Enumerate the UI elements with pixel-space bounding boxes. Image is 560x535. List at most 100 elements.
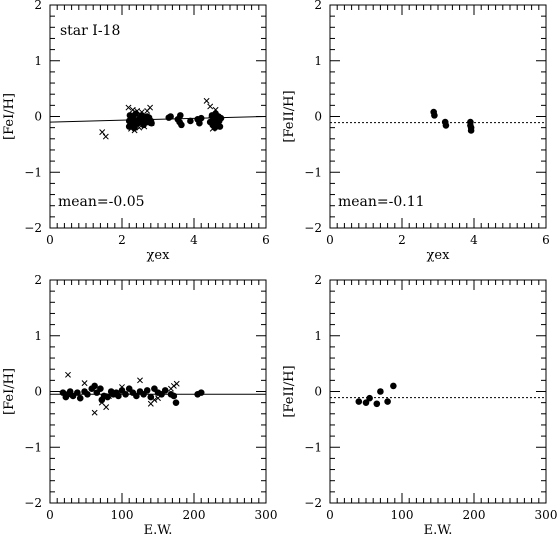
data-point-cross <box>103 404 110 411</box>
data-point-cross <box>209 125 216 132</box>
y-tick-label: −1 <box>24 440 42 454</box>
data-point-cross <box>137 377 143 384</box>
data-point-dot <box>196 119 203 127</box>
data-point-cross <box>148 120 155 127</box>
data-point-cross <box>131 127 138 134</box>
y-axis-label: [FeII/H] <box>282 90 297 142</box>
data-point-dot <box>178 121 185 129</box>
data-point-cross <box>98 399 105 406</box>
data-point-cross <box>147 104 154 111</box>
x-tick-label: 0 <box>46 508 54 522</box>
data-point-cross <box>128 125 134 132</box>
data-point-dot <box>442 122 450 129</box>
panel-feI-vs-chiex: 0 2 4 6 −2 −1 0 1 2 χex [FeI/H] star I-18 mean=-0.05 <box>2 0 270 263</box>
data-point-cross <box>138 109 145 115</box>
data-point-dot <box>132 110 139 118</box>
data-point-dot <box>76 394 84 402</box>
x-axis-label: E.W. <box>144 523 173 535</box>
mean-label: mean=-0.05 <box>58 194 145 210</box>
data-point-dot <box>91 382 98 390</box>
y-axis-label: [FeI/H] <box>2 93 17 140</box>
x-tick-label: 300 <box>255 508 278 522</box>
y-tick-label: −1 <box>304 165 322 179</box>
panel-feII-vs-chiex: 0 2 4 6 −2 −1 0 1 2 χex [FeII/H] mean=-0.11 <box>282 0 550 263</box>
y-tick-label: 2 <box>314 273 322 287</box>
data-point-cross <box>106 393 112 399</box>
data-point-dot <box>216 123 224 130</box>
mean-line <box>49 116 267 123</box>
data-point-cross <box>134 107 141 114</box>
y-tick-label: −2 <box>304 496 322 510</box>
y-tick-label: −1 <box>304 440 322 454</box>
x-axis-label: χex <box>147 248 171 263</box>
x-tick-label: 0 <box>326 508 334 522</box>
data-point-dot <box>133 392 140 400</box>
panel-feII-vs-ew: 0 100 200 300 −2 −1 0 1 2 E.W. [FeII/H] <box>282 273 557 535</box>
data-point-dot <box>74 389 81 396</box>
x-tick-label: 6 <box>542 233 550 247</box>
data-point-dot <box>143 387 151 394</box>
data-point-dot <box>167 113 174 120</box>
x-tick-label: 100 <box>111 508 134 522</box>
data-point-cross <box>212 106 219 113</box>
x-tick-label: 0 <box>46 233 54 247</box>
data-point-cross <box>81 380 88 387</box>
star-label: star I-18 <box>60 23 120 39</box>
x-axis-label: E.W. <box>424 523 453 535</box>
data-point-cross <box>214 121 221 128</box>
data-point-dot <box>373 400 381 408</box>
y-axis-label: [FeII/H] <box>282 365 297 417</box>
data-point-dot <box>115 392 122 400</box>
data-point-dot <box>384 398 391 405</box>
data-point-dot <box>366 394 373 402</box>
data-point-dot <box>187 117 194 125</box>
y-tick-label: −2 <box>24 496 42 510</box>
x-tick-label: 0 <box>326 233 334 247</box>
y-tick-label: 2 <box>34 0 42 12</box>
data-point-dot <box>355 398 363 405</box>
x-tick-label: 2 <box>118 233 126 247</box>
data-point-cross <box>119 384 125 390</box>
x-tick-label: 200 <box>183 508 206 522</box>
y-tick-label: 1 <box>314 329 322 343</box>
y-tick-label: 2 <box>314 0 322 12</box>
y-tick-label: −1 <box>24 165 42 179</box>
y-tick-label: −2 <box>304 221 322 235</box>
x-tick-label: 200 <box>463 508 486 522</box>
data-point-cross <box>102 133 109 140</box>
data-point-cross <box>203 97 210 104</box>
data-point-dot <box>147 393 155 401</box>
data-point-cross <box>151 396 158 403</box>
y-tick-label: 0 <box>34 385 42 399</box>
y-tick-label: 0 <box>314 385 322 399</box>
data-point-dot <box>362 399 370 406</box>
y-tick-label: 1 <box>34 54 42 68</box>
x-tick-label: 4 <box>190 233 198 247</box>
data-point-dot <box>170 392 178 400</box>
data-point-cross <box>65 371 71 378</box>
x-tick-label: 4 <box>470 233 478 247</box>
data-point-dot <box>97 385 104 393</box>
x-tick-label: 100 <box>391 508 414 522</box>
panel-feI-vs-ew: 0 100 200 300 −2 −1 0 1 2 E.W. [FeI/H] <box>2 273 277 535</box>
x-tick-label: 300 <box>535 508 558 522</box>
y-tick-label: 1 <box>34 329 42 343</box>
data-point-cross <box>208 116 215 123</box>
mean-label: mean=-0.11 <box>338 194 425 210</box>
y-tick-label: 1 <box>314 54 322 68</box>
y-tick-label: 2 <box>34 273 42 287</box>
data-point-cross <box>125 104 132 111</box>
plot-frame <box>329 279 547 504</box>
data-point-dot <box>467 127 475 134</box>
data-point-dot <box>84 390 91 398</box>
data-point-dot <box>161 387 169 394</box>
y-tick-label: 0 <box>314 110 322 124</box>
y-axis-label: [FeI/H] <box>2 368 17 415</box>
data-point-dot <box>217 114 225 122</box>
data-point-dot <box>177 112 184 119</box>
data-point-dot <box>197 389 205 396</box>
x-axis-label: χex <box>427 248 451 263</box>
data-point-cross <box>99 129 106 136</box>
data-point-cross <box>207 103 214 110</box>
